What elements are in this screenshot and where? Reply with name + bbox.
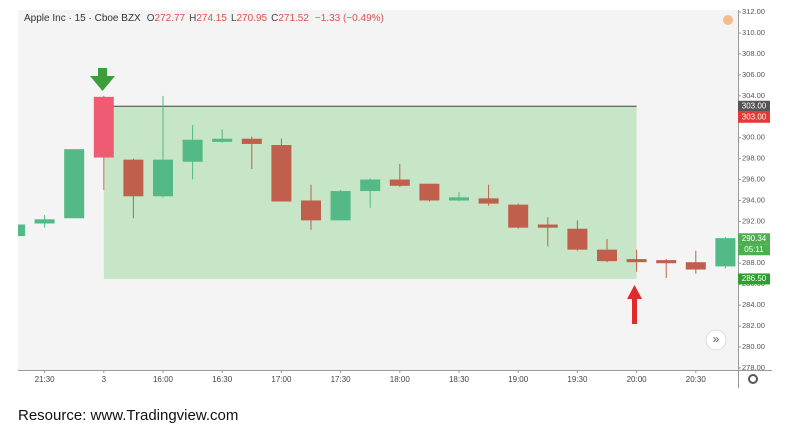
candle-body — [419, 183, 440, 201]
candle-body — [330, 191, 351, 221]
legend-label: C — [271, 13, 279, 24]
legend-item: L 270.95 — [231, 13, 267, 24]
y-tick-label: 284.00 — [742, 300, 765, 309]
candle-body — [241, 138, 262, 144]
alert-icon[interactable] — [723, 15, 733, 25]
y-tick-label: 310.00 — [742, 28, 765, 37]
candle-body — [449, 197, 469, 201]
legend-value: 274.15 — [196, 13, 227, 24]
y-tick-label: 308.00 — [742, 49, 765, 58]
candle-body — [212, 138, 233, 142]
countdown-tag — [738, 244, 770, 256]
x-tick-label: 18:30 — [449, 375, 470, 384]
candle-body — [656, 260, 677, 264]
chart: 278.00280.00282.00284.00286.00288.00290.… — [18, 7, 772, 388]
price-tag-label: 290.34 — [742, 234, 767, 243]
x-tick-label: 21:30 — [35, 375, 56, 384]
candle-body — [537, 224, 558, 228]
candle-body — [685, 262, 706, 270]
candle-body — [153, 159, 173, 197]
y-tick-label: 294.00 — [742, 195, 765, 204]
legend-value: 270.95 — [236, 13, 268, 24]
candle-body — [389, 179, 410, 186]
y-tick-label: 300.00 — [742, 133, 765, 142]
price-tag-label: 303.00 — [742, 112, 767, 121]
y-tick-label: 296.00 — [742, 175, 765, 184]
y-tick-label: 278.00 — [742, 363, 765, 372]
ohlc-legend: O 272.77 H 274.15 L 270.95 C 271.52 — [147, 13, 309, 24]
x-tick-label: 17:00 — [271, 375, 292, 384]
x-tick-label: 19:00 — [508, 375, 529, 384]
legend-item: O 272.77 — [147, 13, 185, 24]
y-tick-label: 312.00 — [742, 7, 765, 16]
settings-icon[interactable] — [748, 374, 758, 384]
candle-body — [301, 200, 321, 221]
x-tick-label: 3 — [102, 375, 107, 384]
y-tick-label: 288.00 — [742, 258, 765, 267]
scroll-button[interactable]: » — [705, 329, 727, 351]
price-tag-label: 286.50 — [742, 274, 767, 283]
candle-body — [64, 149, 85, 219]
candle-body — [34, 219, 55, 224]
countdown-label: 05:11 — [744, 245, 764, 254]
symbol-title: Apple Inc · 15 · Cboe BZX — [24, 13, 141, 24]
legend-value: 271.52 — [278, 13, 309, 24]
price-tag — [738, 111, 770, 123]
candle-body — [715, 238, 736, 267]
candle-body — [360, 179, 381, 192]
candle-body — [93, 96, 114, 158]
price-axis — [738, 10, 772, 388]
price-tag-label: 303.00 — [742, 101, 767, 110]
change: −1.33 (−0.49%) — [314, 13, 384, 24]
candle-body — [478, 198, 499, 204]
green-arrow — [90, 68, 115, 91]
red-arrow — [627, 285, 642, 324]
legend-label: H — [189, 13, 197, 24]
y-tick-label: 292.00 — [742, 216, 765, 225]
candle-body — [182, 139, 203, 162]
chart-header: Apple Inc · 15 · Cboe BZX O 272.77 H 274.15… — [24, 13, 384, 24]
y-tick-label: 306.00 — [742, 70, 765, 79]
legend-item: C 271.52 — [271, 13, 309, 24]
footer-source: Resource: www.Tradingview.com — [18, 407, 239, 424]
price-tag — [738, 100, 770, 112]
candle-body — [567, 228, 588, 250]
svg-text:»: » — [713, 332, 720, 346]
x-tick-label: 16:00 — [153, 375, 174, 384]
price-tag — [738, 233, 770, 245]
y-tick-label: 304.00 — [742, 91, 765, 100]
x-tick-label: 20:00 — [627, 375, 648, 384]
x-tick-label: 16:30 — [212, 375, 233, 384]
x-tick-label: 20:30 — [686, 375, 707, 384]
candle-body — [626, 259, 647, 263]
y-tick-label: 280.00 — [742, 342, 765, 351]
y-tick-label: 282.00 — [742, 321, 765, 330]
candle-body — [508, 204, 529, 228]
candle-body — [597, 249, 617, 262]
candle-body — [271, 145, 292, 202]
x-tick-label: 17:30 — [331, 375, 352, 384]
legend-label: L — [230, 13, 237, 24]
x-tick-label: 18:00 — [390, 375, 411, 384]
legend-value: 272.77 — [154, 13, 186, 24]
candle-body — [123, 159, 144, 197]
legend-label: O — [146, 13, 155, 24]
candle-body — [18, 224, 25, 237]
y-tick-label: 298.00 — [742, 154, 765, 163]
price-tag — [738, 273, 770, 285]
x-tick-label: 19:30 — [567, 375, 588, 384]
legend-item: H 274.15 — [189, 13, 227, 24]
